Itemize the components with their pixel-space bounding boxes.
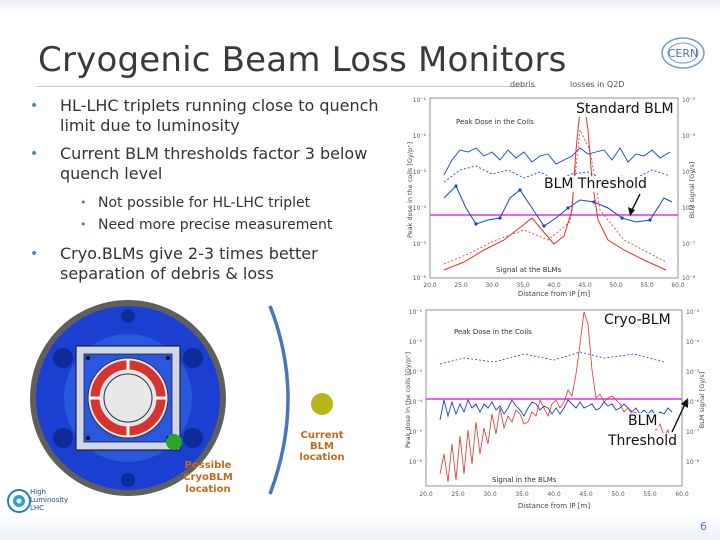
hl-lhc-logo-text: High Luminosity LHC [30, 488, 68, 512]
svg-text:10⁻²: 10⁻² [413, 133, 427, 140]
svg-text:10⁻⁷: 10⁻⁷ [682, 241, 696, 248]
cern-logo-text: CERN [668, 47, 699, 60]
top-xlabel: Distance from IP [m] [518, 290, 590, 298]
svg-text:45.0: 45.0 [578, 282, 592, 289]
top-ylabel-left: Peak dose in the coils [Gy/p⁺] [406, 142, 414, 238]
bullet-text: HL-LHC triplets running close to quench … [60, 96, 379, 135]
sub-bullet-item: • Not possible for HL-LHC triplet [30, 192, 380, 214]
sub-bullet-item: • Need more precise measurement [30, 214, 380, 236]
svg-text:10⁻³: 10⁻³ [409, 369, 423, 376]
svg-text:10⁻³: 10⁻³ [413, 169, 427, 176]
svg-text:20.0: 20.0 [423, 282, 437, 289]
svg-text:10⁻²: 10⁻² [409, 339, 423, 346]
svg-text:10⁻⁶: 10⁻⁶ [686, 399, 700, 406]
svg-text:10⁻⁵: 10⁻⁵ [413, 241, 427, 248]
top-band [0, 0, 720, 14]
inner-label-bottom: Signal at the BLMs [496, 266, 561, 274]
annotation-threshold: Threshold [606, 433, 679, 449]
svg-text:50.0: 50.0 [611, 491, 625, 498]
top-ylabel-right: BLM signal [Gy/s] [688, 162, 696, 219]
svg-text:35.0: 35.0 [516, 282, 530, 289]
bottom-y-ticks: 10⁻¹ 10⁻² 10⁻³ 10⁻⁴ 10⁻⁵ 10⁻⁶ 10⁻³ 10⁻⁴ … [409, 309, 700, 466]
slide-title: Cryogenic Beam Loss Monitors [38, 40, 567, 80]
svg-text:25.0: 25.0 [451, 491, 465, 498]
svg-text:10⁻⁵: 10⁻⁵ [686, 369, 700, 376]
hl-line-2: Luminosity [30, 496, 69, 504]
bottom-plot: Peak Dose in the Coils Signal in the BLM… [404, 309, 706, 510]
hl-lhc-logo [7, 489, 31, 513]
svg-text:10⁻⁴: 10⁻⁴ [686, 339, 700, 346]
bullet-dot-icon: • [30, 246, 39, 262]
svg-text:40.0: 40.0 [547, 491, 561, 498]
bullet-item: • Current BLM thresholds factor 3 below … [30, 144, 380, 184]
svg-text:10⁻¹: 10⁻¹ [413, 97, 427, 104]
annotation-blm-threshold: BLM Threshold [542, 176, 649, 192]
top-plot: Peak Dose in the Coils Signal at the BLM… [406, 97, 696, 298]
svg-text:10⁻³: 10⁻³ [686, 309, 700, 316]
svg-text:25.0: 25.0 [454, 282, 468, 289]
bullet-item: • Cryo.BLMs give 2-3 times better separa… [30, 244, 380, 284]
svg-text:35.0: 35.0 [515, 491, 529, 498]
svg-text:45.0: 45.0 [579, 491, 593, 498]
svg-text:10⁻⁶: 10⁻⁶ [682, 205, 696, 212]
annotation-cryo-blm: Cryo-BLM [602, 312, 673, 328]
bullet-dot-icon: • [30, 146, 39, 162]
sub-bullet-text: Need more precise measurement [98, 217, 333, 233]
legend-losses: losses in Q2D [570, 80, 625, 89]
title-divider [36, 86, 536, 87]
annotation-blm: BLM [626, 413, 660, 429]
footer-band [0, 512, 720, 540]
svg-text:10⁻⁸: 10⁻⁸ [682, 275, 696, 282]
hl-line-1: High [30, 488, 47, 496]
bullet-item: • HL-LHC triplets running close to quenc… [30, 96, 380, 136]
bullet-dot-icon: • [80, 196, 87, 209]
inner-label-bottom: Signal in the BLMs [492, 476, 557, 484]
svg-text:10⁻⁶: 10⁻⁶ [409, 459, 423, 466]
svg-text:10⁻⁵: 10⁻⁵ [409, 429, 423, 436]
cern-logo: CERN [661, 37, 705, 69]
svg-text:10⁻⁸: 10⁻⁸ [686, 459, 700, 466]
inner-label-top: Peak Dose in the Coils [456, 118, 534, 126]
svg-text:10⁻⁴: 10⁻⁴ [682, 133, 696, 140]
svg-text:10⁻⁷: 10⁻⁷ [686, 429, 700, 436]
svg-text:50.0: 50.0 [609, 282, 623, 289]
inner-label-top: Peak Dose in the Coils [454, 328, 532, 336]
hl-line-3: LHC [30, 504, 45, 512]
svg-text:10⁻³: 10⁻³ [682, 97, 696, 104]
label-current-blm: Current BLM location [299, 430, 345, 463]
bottom-x-ticks: 20.0 25.0 30.0 35.0 40.0 45.0 50.0 55.0 … [419, 491, 689, 498]
bullet-list: • HL-LHC triplets running close to quenc… [30, 96, 380, 292]
svg-text:55.0: 55.0 [640, 282, 654, 289]
svg-text:10⁻⁶: 10⁻⁶ [413, 275, 427, 282]
bullet-text: Current BLM thresholds factor 3 below qu… [60, 144, 368, 183]
svg-text:60.0: 60.0 [675, 491, 689, 498]
svg-text:30.0: 30.0 [485, 282, 499, 289]
annotation-standard-blm: Standard BLM [574, 101, 676, 117]
svg-text:10⁻¹: 10⁻¹ [409, 309, 423, 316]
magnet-cross-section-diagram [30, 300, 333, 496]
sub-bullet-text: Not possible for HL-LHC triplet [98, 195, 311, 211]
svg-text:10⁻⁴: 10⁻⁴ [413, 205, 427, 212]
svg-text:40.0: 40.0 [547, 282, 561, 289]
page-number: 6 [700, 520, 707, 533]
label-possible-cryoblm: Possible CryoBLM location [183, 460, 233, 495]
svg-text:30.0: 30.0 [483, 491, 497, 498]
bullet-dot-icon: • [30, 98, 39, 114]
top-x-ticks: 20.0 25.0 30.0 35.0 40.0 45.0 50.0 55.0 … [423, 282, 685, 289]
bottom-ylabel-left: Peak dose in the coils [Gy/p⁺] [404, 352, 412, 448]
svg-text:60.0: 60.0 [671, 282, 685, 289]
top-y-ticks: 10⁻¹ 10⁻² 10⁻³ 10⁻⁴ 10⁻⁵ 10⁻⁶ 10⁻³ 10⁻⁴ … [413, 97, 696, 282]
svg-text:10⁻⁴: 10⁻⁴ [409, 399, 423, 406]
bottom-xlabel: Distance from IP [m] [518, 502, 590, 510]
svg-text:10⁻⁵: 10⁻⁵ [682, 169, 696, 176]
svg-text:20.0: 20.0 [419, 491, 433, 498]
bullet-dot-icon: • [80, 218, 87, 231]
bottom-ylabel-right: BLM signal [Gy/s] [698, 372, 706, 429]
legend-debris: debris [510, 80, 535, 89]
bullet-text: Cryo.BLMs give 2-3 times better separati… [60, 244, 318, 283]
svg-text:55.0: 55.0 [643, 491, 657, 498]
